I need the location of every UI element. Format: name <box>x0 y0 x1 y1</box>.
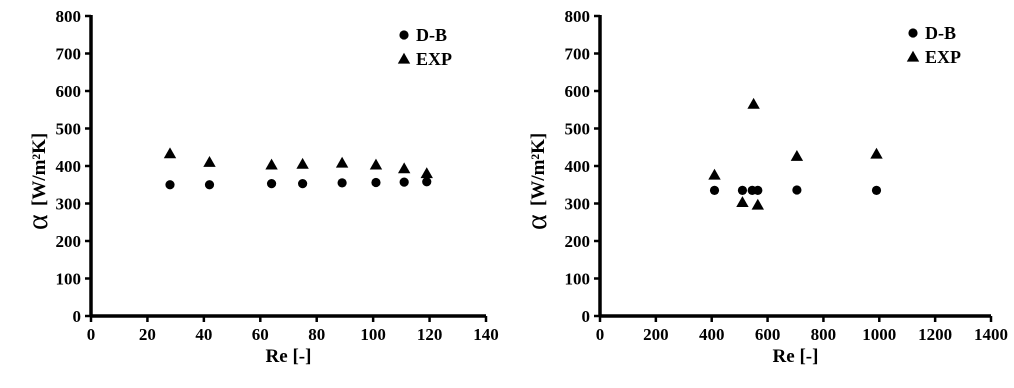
y-tick-label: 200 <box>565 232 591 251</box>
data-point-triangle <box>369 158 383 170</box>
series-d-b <box>709 185 882 195</box>
y-tick-label: 600 <box>565 82 591 101</box>
data-point-triangle <box>296 157 309 169</box>
data-point-triangle <box>420 167 433 179</box>
data-point-circle <box>792 185 802 195</box>
y-tick-label: 600 <box>56 82 82 101</box>
x-tick-label: 600 <box>755 325 781 344</box>
data-point-triangle <box>736 196 749 208</box>
x-tick-label: 20 <box>139 325 156 344</box>
x-tick-label: 400 <box>699 325 725 344</box>
legend-label: D-B <box>416 25 447 45</box>
y-tick-label: 400 <box>56 157 82 176</box>
x-tick-label: 0 <box>596 325 605 344</box>
data-point-triangle <box>163 147 177 159</box>
data-point-circle <box>753 185 763 195</box>
legend-label: EXP <box>925 47 961 67</box>
data-point-triangle <box>335 156 349 168</box>
data-point-triangle <box>790 150 804 161</box>
data-point-triangle <box>751 198 764 210</box>
data-point-circle <box>737 185 748 195</box>
legend-marker-d-b <box>399 30 409 40</box>
y-axis-title: α [W/m²K] <box>520 133 553 230</box>
data-point-triangle <box>708 168 721 180</box>
data-point-circle <box>399 177 409 187</box>
data-point-triangle <box>870 147 883 159</box>
data-point-triangle <box>265 158 278 170</box>
y-tick-label: 300 <box>56 195 82 214</box>
data-point-circle <box>204 180 215 190</box>
y-tick-label: 0 <box>73 307 82 326</box>
chart-1: 0 100 200 300 400 500 600 700 800 0 20 40 60 80 100 120… <box>21 7 499 367</box>
data-point-triangle <box>397 162 411 174</box>
legend: D-B EXP <box>906 23 961 67</box>
chart-2: 0 100 200 300 400 500 600 700 800 0 200 400 600 800 10… <box>520 7 1008 367</box>
legend-label: EXP <box>416 49 452 69</box>
data-point-circle <box>871 185 882 195</box>
data-point-triangle <box>747 97 760 109</box>
legend-marker-d-b <box>908 28 918 38</box>
x-tick-label: 100 <box>360 325 386 344</box>
x-tick-label: 1200 <box>918 325 952 344</box>
x-axis-title: Re [-] <box>266 346 312 367</box>
y-axis-units: [W/m²K] <box>29 133 50 206</box>
data-point-circle <box>165 180 175 190</box>
data-point-triangle <box>203 156 216 167</box>
y-axis-symbol: α <box>21 214 54 230</box>
x-tick-label: 80 <box>308 325 325 344</box>
series-d-b <box>165 177 432 190</box>
y-tick-label: 400 <box>565 157 591 176</box>
x-tick-label: 800 <box>811 325 837 344</box>
data-point-circle <box>709 185 720 195</box>
series-exp <box>708 97 883 210</box>
y-tick-label: 200 <box>56 232 82 251</box>
y-axis-units: [W/m²K] <box>528 133 549 206</box>
y-tick-label: 100 <box>56 270 82 289</box>
data-point-circle <box>422 177 432 187</box>
x-tick-label: 200 <box>643 325 669 344</box>
x-tick-label: 0 <box>87 325 96 344</box>
x-tick-label: 60 <box>252 325 269 344</box>
data-point-circle <box>266 179 277 189</box>
legend-marker-exp <box>397 52 411 64</box>
legend: D-B EXP <box>397 25 452 69</box>
y-tick-label: 300 <box>565 195 591 214</box>
legend-label: D-B <box>925 23 956 43</box>
x-tick-label: 1400 <box>974 325 1008 344</box>
y-tick-label: 800 <box>565 7 591 26</box>
y-axis-title: α [W/m²K] <box>21 133 54 230</box>
x-tick-label: 120 <box>417 325 443 344</box>
data-point-circle <box>298 179 308 189</box>
y-tick-label: 700 <box>56 45 82 64</box>
data-point-circle <box>371 177 381 188</box>
y-tick-label: 100 <box>565 270 591 289</box>
y-axis-symbol: α <box>520 214 553 230</box>
x-tick-label: 140 <box>473 325 499 344</box>
y-tick-label: 500 <box>56 120 82 139</box>
legend-marker-exp <box>906 50 920 62</box>
x-tick-label: 40 <box>195 325 212 344</box>
y-tick-label: 0 <box>582 307 591 326</box>
x-axis-title: Re [-] <box>773 346 819 367</box>
y-tick-label: 700 <box>565 45 591 64</box>
data-point-circle <box>337 178 347 188</box>
y-tick-label: 500 <box>565 120 591 139</box>
y-tick-label: 800 <box>56 7 82 26</box>
series-exp <box>163 147 433 179</box>
x-tick-label: 1000 <box>862 325 896 344</box>
